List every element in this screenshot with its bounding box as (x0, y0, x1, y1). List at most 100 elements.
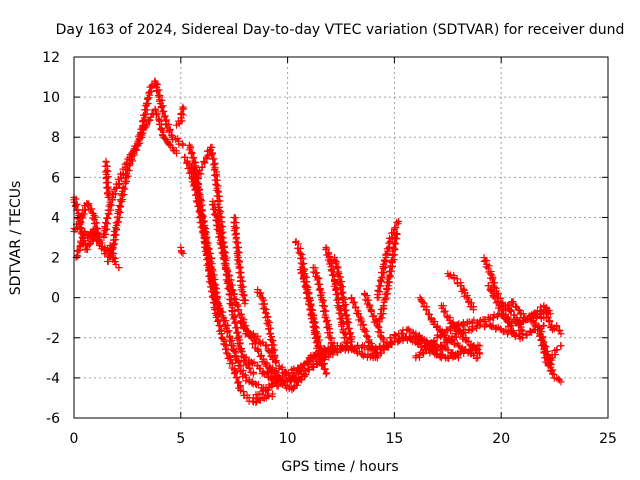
data-point (115, 202, 123, 210)
data-point (340, 303, 348, 311)
data-point (169, 146, 177, 154)
data-point (104, 257, 112, 265)
data-point (250, 358, 258, 366)
data-point (437, 354, 445, 362)
data-point (370, 346, 378, 354)
data-point (254, 332, 262, 340)
data-point (242, 377, 250, 385)
x-tick-label: 5 (176, 431, 185, 447)
data-track (72, 225, 101, 262)
data-point (557, 342, 565, 350)
data-point (309, 311, 317, 319)
data-point (390, 256, 398, 264)
data-point (160, 112, 168, 120)
data-point (553, 346, 561, 354)
data-point (111, 240, 119, 248)
data-track (444, 270, 478, 314)
data-point (328, 343, 336, 351)
data-point (427, 315, 435, 323)
data-point (115, 218, 123, 226)
y-tick-label: 2 (51, 251, 60, 267)
data-point (401, 334, 409, 342)
data-point (79, 234, 87, 242)
data-point (370, 312, 378, 320)
data-point (258, 391, 266, 399)
data-point (386, 268, 394, 276)
data-point (208, 149, 216, 157)
data-point (343, 320, 351, 328)
data-point (269, 337, 277, 345)
data-point (449, 348, 457, 356)
data-point (257, 289, 265, 297)
data-point (218, 249, 226, 257)
data-point (330, 339, 338, 347)
data-point (111, 230, 119, 238)
data-track (347, 294, 381, 362)
data-point (447, 271, 455, 279)
data-point (233, 328, 241, 336)
data-point (376, 277, 384, 285)
data-point (360, 342, 368, 350)
y-tick-label: 8 (51, 130, 60, 146)
data-point (256, 364, 264, 372)
data-point (328, 271, 336, 279)
data-point (323, 316, 331, 324)
y-tick-label: 0 (51, 291, 60, 307)
data-point (469, 306, 477, 314)
data-track (309, 264, 339, 354)
data-point (422, 306, 430, 314)
data-point (177, 248, 185, 256)
data-point (507, 306, 515, 314)
data-point (180, 105, 188, 113)
data-point (380, 268, 388, 276)
data-track (187, 163, 224, 318)
data-point (210, 205, 218, 213)
data-point (385, 285, 393, 293)
data-point (214, 317, 222, 325)
data-point (216, 197, 224, 205)
data-point (328, 267, 336, 275)
chart-title: Day 163 of 2024, Sidereal Day-to-day VTE… (56, 22, 625, 38)
data-point (246, 364, 254, 372)
data-point (236, 340, 244, 348)
data-point (338, 322, 346, 330)
data-point (420, 350, 428, 358)
data-point (240, 292, 248, 300)
data-point (361, 328, 369, 336)
data-point (151, 106, 159, 114)
data-point (76, 224, 84, 232)
data-point (440, 308, 448, 316)
plot-frame (73, 56, 609, 419)
data-point (237, 319, 245, 327)
data-point (535, 332, 543, 340)
data-point (405, 325, 413, 333)
data-point (443, 313, 451, 321)
data-point (474, 346, 482, 354)
data-point (467, 326, 475, 334)
data-track (173, 103, 188, 129)
data-point (359, 352, 367, 360)
x-tick-label: 20 (492, 431, 510, 447)
data-point (381, 263, 389, 271)
data-point (222, 341, 230, 349)
data-point (96, 242, 104, 250)
data-point (144, 117, 152, 125)
data-point (165, 120, 173, 128)
data-point (220, 260, 228, 268)
y-tick-label: -6 (46, 411, 60, 427)
data-track (70, 193, 104, 254)
data-point (548, 370, 556, 378)
data-point (74, 247, 82, 255)
data-point (539, 341, 547, 349)
data-point (372, 349, 380, 357)
data-point (392, 234, 400, 242)
data-point (322, 307, 330, 315)
data-point (284, 369, 292, 377)
data-point (156, 120, 164, 128)
data-point (200, 217, 208, 225)
data-point (317, 357, 325, 365)
data-point (102, 219, 110, 227)
y-tick-label: -4 (46, 371, 60, 387)
data-point (223, 328, 231, 336)
